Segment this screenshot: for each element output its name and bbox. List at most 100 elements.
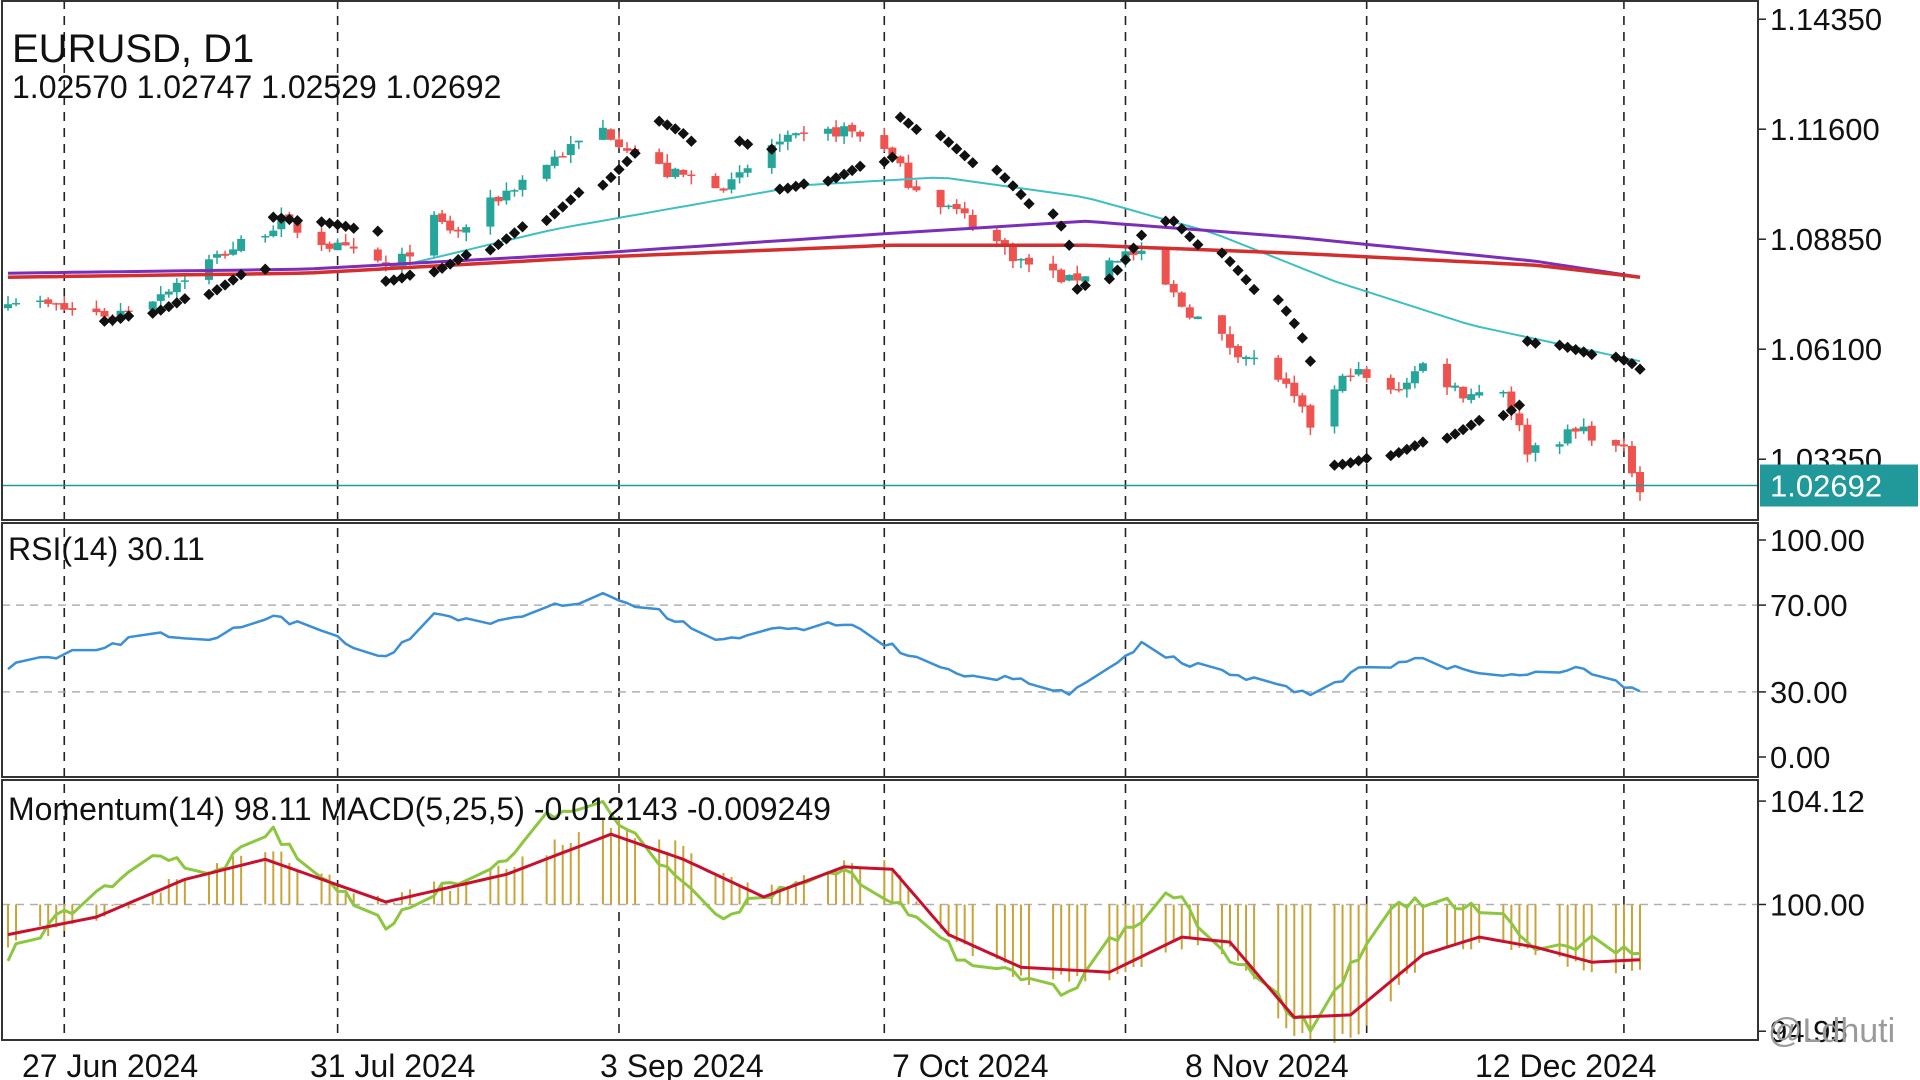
candle (1346, 368, 1355, 382)
candle-body (1563, 429, 1572, 444)
candle-body (1507, 391, 1516, 414)
psar-dot (1505, 404, 1518, 417)
psar-segment-1 (267, 211, 384, 237)
candle (1161, 248, 1170, 286)
psar-dot (991, 164, 1003, 176)
candle-body (1579, 426, 1588, 432)
candle-body (936, 189, 945, 208)
candle (1065, 274, 1074, 282)
candle-body (349, 246, 358, 249)
candle (1330, 385, 1339, 434)
candle (687, 170, 696, 185)
candle-body (397, 253, 406, 268)
candle (1049, 255, 1058, 279)
psar-dot (1561, 341, 1574, 354)
candle-body (261, 235, 270, 238)
candle (1571, 426, 1580, 439)
psar-dot (339, 220, 352, 232)
candle-body (1410, 371, 1419, 384)
psar-dot (1570, 343, 1582, 356)
psar-dot (605, 171, 617, 184)
candle-body (743, 168, 752, 173)
candle (1459, 386, 1468, 403)
candle-body (229, 249, 238, 255)
candle-body (679, 169, 688, 175)
psar-dot (967, 157, 979, 169)
price-axis-tick-label: 1.14350 (1770, 2, 1882, 37)
psar-dot (1449, 428, 1461, 440)
candle-body (44, 299, 53, 304)
psar-dot (1176, 223, 1188, 235)
momentum-macd-panel[interactable]: 104.12 100.00 94.95 (2, 784, 1865, 1049)
candle-body (1250, 357, 1259, 360)
psar-dot (163, 300, 175, 313)
candlesticks (4, 119, 1644, 501)
candle-body (767, 145, 776, 168)
candle (727, 172, 736, 194)
candle (229, 241, 238, 256)
psar-dot (999, 172, 1011, 184)
psar-dot (235, 269, 247, 281)
psar-segment-10 (1521, 335, 1646, 375)
candle-body (1177, 292, 1186, 307)
candle-body (558, 156, 567, 158)
candle (1298, 392, 1307, 413)
candle-body (880, 135, 889, 149)
candle-body (494, 196, 503, 202)
candle (180, 276, 189, 289)
psar-dot (1168, 215, 1180, 227)
candle-body (1443, 363, 1452, 388)
candle (1354, 361, 1363, 377)
candle (1217, 314, 1226, 341)
psar-segment-9 (1328, 399, 1526, 471)
candle-body (1531, 445, 1540, 453)
rsi-panel[interactable]: 100.00 70.00 30.00 0.00 (2, 523, 1865, 775)
psar-dot (179, 293, 191, 305)
candle (1531, 442, 1540, 462)
psar-dot (1160, 215, 1172, 227)
psar-dot (1457, 423, 1469, 436)
candle-body (663, 162, 672, 177)
psar-dot (516, 221, 529, 233)
psar-dot (1216, 247, 1228, 259)
psar-dot (1553, 339, 1566, 351)
psar-dot (291, 215, 304, 227)
candle (156, 286, 165, 306)
candle-body (1065, 274, 1074, 281)
candle (269, 225, 278, 238)
candle-body (454, 229, 463, 232)
rsi-axis-tick-label: 100.00 (1770, 523, 1865, 558)
price-panel[interactable]: 1.143501.116001.088501.061001.033501.026… (2, 2, 1918, 507)
psar-dot (1047, 208, 1059, 220)
candle (840, 122, 849, 145)
psar-dot (838, 168, 850, 180)
candle-body (486, 197, 495, 227)
candle (671, 167, 680, 179)
candle-body (1362, 369, 1371, 378)
candle-body (510, 190, 519, 192)
candle-body (606, 129, 615, 140)
psar-dot (155, 304, 167, 316)
momentum-axis-tick-label: 94.95 (1770, 1014, 1848, 1049)
candle (775, 133, 784, 152)
candle-body (832, 127, 841, 137)
candle-body (389, 265, 398, 267)
candle (1555, 441, 1564, 455)
candle-body (1499, 391, 1508, 394)
rsi-panel-frame (1, 522, 1759, 778)
candle-body (1475, 392, 1484, 396)
psar-dot (203, 288, 215, 301)
psar-dot (331, 219, 344, 231)
candle-body (952, 203, 961, 210)
psar-dot (1529, 337, 1542, 349)
candle-body (1081, 276, 1090, 282)
candle-body (1105, 260, 1114, 278)
momentum-macd-label: Momentum(14) 98.11 MACD(5,25,5) -0.01214… (8, 791, 831, 827)
candle (824, 126, 833, 141)
candle (502, 182, 511, 205)
psar-segment-3 (653, 115, 698, 147)
candle-body (1137, 250, 1146, 255)
candle (325, 241, 334, 253)
ohlc-readout: 1.02570 1.02747 1.02529 1.02692 (12, 69, 501, 105)
